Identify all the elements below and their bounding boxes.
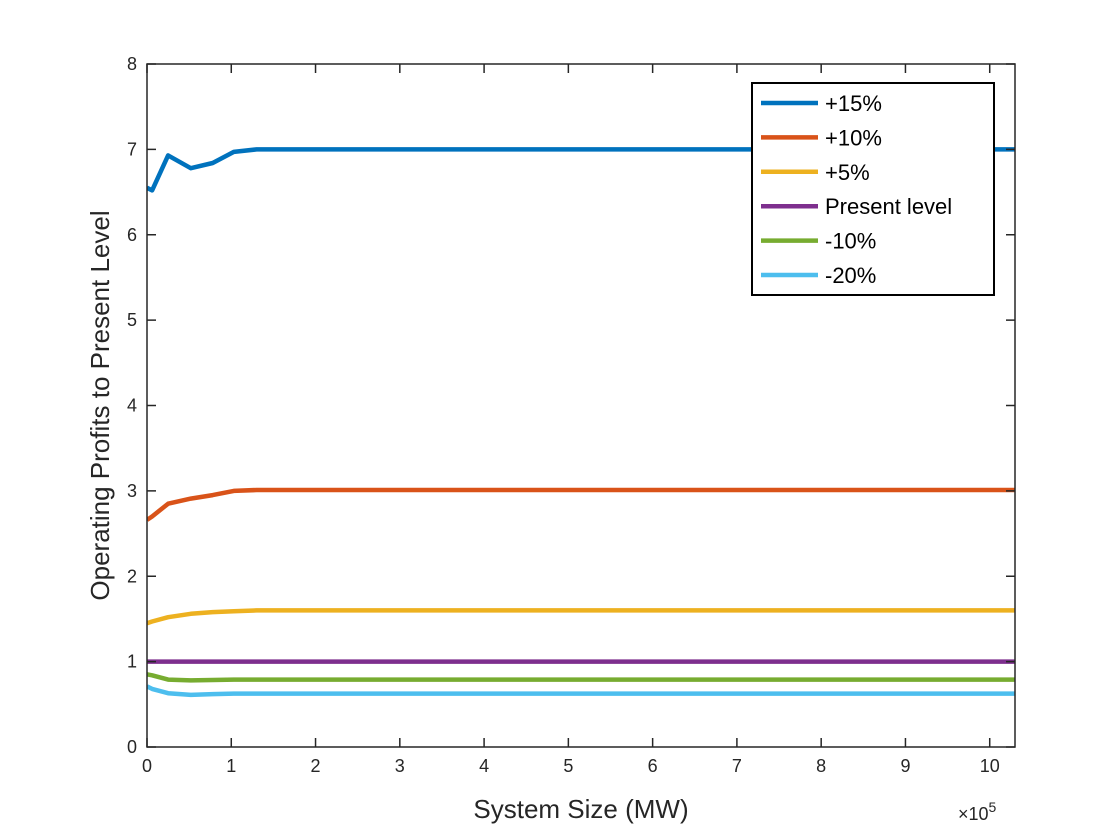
legend-label: +10% [825,125,882,150]
x-tick-label: 4 [479,756,489,776]
series-line-1 [147,487,1015,522]
x-tick-label: 9 [900,756,910,776]
x-tick-label: 3 [395,756,405,776]
x-exponent-power: 5 [989,799,997,815]
y-tick-label: 0 [127,737,137,757]
legend-label: -10% [825,229,876,254]
y-tick-label: 5 [127,310,137,330]
x-tick-label: 6 [648,756,658,776]
y-tick-label: 7 [127,139,137,159]
legend-label: Present level [825,194,952,219]
y-tick-label: 1 [127,652,137,672]
x-exponent-base: ×10 [958,804,989,824]
y-tick-label: 2 [127,566,137,586]
y-tick-label: 6 [127,225,137,245]
x-tick-label: 10 [980,756,1000,776]
x-tick-label: 7 [732,756,742,776]
legend-label: +15% [825,91,882,116]
legend-label: -20% [825,263,876,288]
legend-box [751,82,995,296]
series-line-0 [147,147,1015,193]
x-axis-exponent: ×105 [958,799,997,824]
series-line-4 [147,672,1015,683]
x-tick-label: 8 [816,756,826,776]
y-tick-label: 3 [127,481,137,501]
x-tick-label: 1 [226,756,236,776]
legend: +15% +10% +5% Present level -10% -20% [751,82,995,296]
x-axis-label: System Size (MW) [473,794,688,824]
axis-ticks [146,63,1015,748]
x-tick-label: 5 [563,756,573,776]
plot-lines [147,147,1015,698]
x-tick-label: 0 [142,756,152,776]
series-line-5 [147,684,1015,698]
legend-label: +5% [825,160,870,185]
series-line-2 [147,608,1015,626]
x-tick-label: 2 [311,756,321,776]
y-tick-label: 8 [127,54,137,74]
y-axis-label: Operating Profits to Present Level [85,210,115,600]
y-tick-label: 4 [127,396,137,416]
tick-labels: 0 1 2 3 4 5 6 7 8 9 10 0 1 2 3 4 5 6 7 8 [127,54,1000,776]
